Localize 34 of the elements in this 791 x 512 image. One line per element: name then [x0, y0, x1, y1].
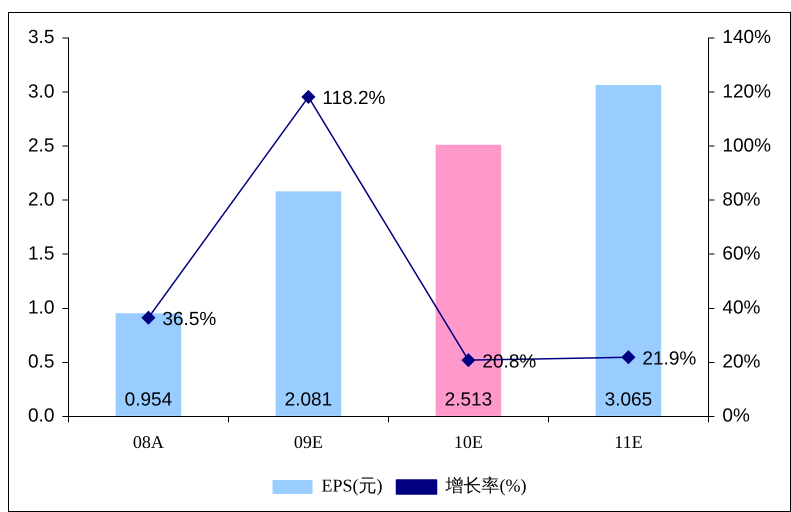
data-label: 2.081: [284, 390, 332, 411]
bar: [276, 191, 342, 416]
x-tick-label: 10E: [454, 432, 483, 452]
y-tick-label: 3.0: [28, 81, 54, 102]
y2-tick-label: 0%: [722, 406, 750, 427]
data-label: 3.065: [604, 390, 652, 411]
y-tick-label: 3.5: [28, 27, 54, 48]
x-tick-label: 11E: [614, 432, 643, 452]
y2-tick-label: 140%: [722, 27, 772, 48]
legend-label: EPS(元): [322, 476, 383, 496]
y2-tick-label: 20%: [722, 352, 761, 373]
y2-tick-label: 80%: [722, 189, 761, 210]
point: [142, 310, 156, 324]
data-label: 0.954: [124, 390, 173, 411]
data-label: 2.513: [444, 390, 492, 411]
y2-tick-label: 60%: [722, 243, 761, 264]
y-tick-label: 0.0: [28, 406, 54, 427]
point: [462, 353, 476, 367]
y-tick-label: 1.0: [28, 298, 54, 319]
y-tick-label: 1.5: [28, 243, 54, 264]
y2-tick-label: 100%: [722, 135, 772, 156]
y-tick-label: 2.5: [28, 135, 54, 156]
point: [302, 90, 316, 104]
x-tick-label: 08A: [132, 432, 164, 452]
x-tick-label: 09E: [294, 432, 323, 452]
legend-label: 增长率(%): [444, 476, 526, 496]
point: [622, 350, 636, 364]
y-tick-label: 0.5: [28, 352, 54, 373]
y-tick-label: 2.0: [28, 189, 54, 210]
y2-tick-label: 40%: [722, 298, 761, 319]
data-label: 21.9%: [642, 348, 696, 370]
y2-tick-label: 120%: [722, 81, 772, 102]
data-label: 118.2%: [322, 88, 386, 110]
data-label: 36.5%: [162, 308, 216, 330]
